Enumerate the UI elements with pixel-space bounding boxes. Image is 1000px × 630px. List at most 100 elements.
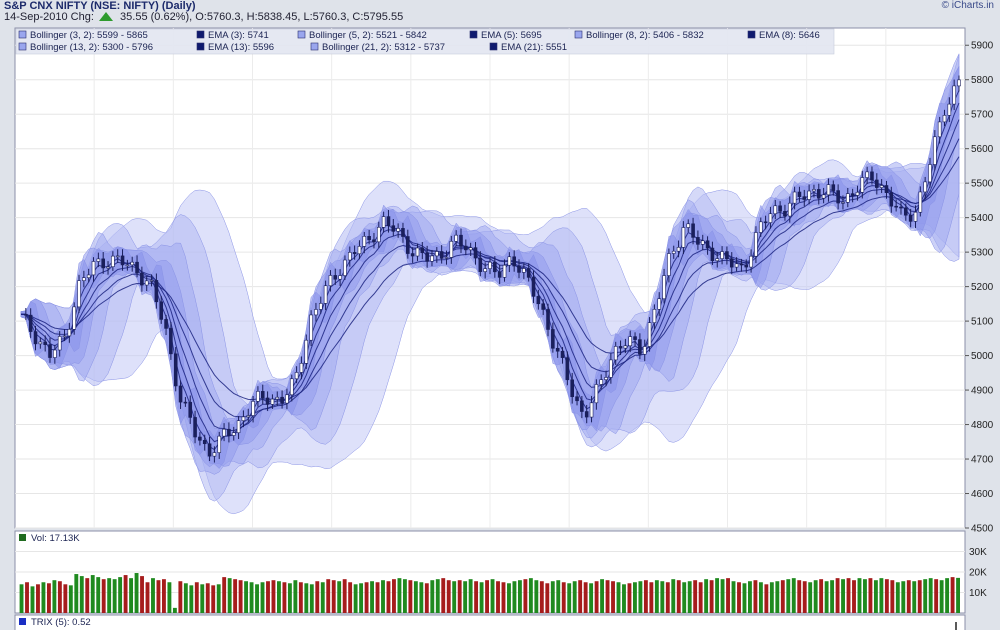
- volume-bar: [895, 582, 900, 613]
- volume-bar: [797, 580, 802, 613]
- candle-body: [633, 336, 637, 340]
- candle-body: [231, 432, 236, 436]
- volume-bar: [419, 582, 424, 613]
- volume-bar: [852, 580, 856, 613]
- volume-bar: [30, 586, 35, 613]
- volume-bar: [348, 582, 353, 613]
- volume-bar: [507, 583, 511, 613]
- candle-body: [671, 250, 676, 254]
- volume-grid: [15, 551, 965, 593]
- candle-body: [212, 452, 217, 457]
- candle-body: [947, 103, 952, 116]
- candle-body: [797, 191, 802, 197]
- candle-body: [217, 435, 222, 453]
- candle-body: [889, 192, 894, 207]
- price-tick-label: 4700: [971, 455, 994, 466]
- volume-bar: [211, 585, 216, 613]
- candle-body: [628, 336, 633, 347]
- candle-body: [251, 401, 255, 416]
- volume-bar: [786, 579, 791, 613]
- candle-body: [48, 344, 52, 358]
- legend-entry: Bollinger (5, 2): 5521 - 5842: [309, 30, 427, 41]
- volume-bar: [841, 579, 845, 613]
- candle-body: [952, 85, 956, 105]
- volume-bar: [463, 581, 468, 613]
- candle-body: [497, 271, 502, 278]
- volume-label: Vol: 17.13K: [31, 533, 80, 544]
- volume-bar: [671, 579, 676, 613]
- volume-bar: [304, 583, 309, 613]
- volume-bar: [578, 580, 583, 613]
- candle-body: [638, 339, 642, 355]
- volume-bar: [167, 582, 172, 613]
- volume-bar: [611, 581, 615, 613]
- candle-body: [82, 277, 86, 281]
- chart-title: S&P CNX NIFTY (NSE: NIFTY) (Daily): [4, 0, 196, 12]
- candle-body: [899, 206, 903, 209]
- candle-body: [473, 247, 478, 259]
- volume-bar: [917, 580, 922, 613]
- volume-bar: [222, 577, 227, 613]
- volume-bar: [233, 579, 238, 613]
- price-legend: Bollinger (3, 2): 5599 - 5865 EMA (3): 57…: [15, 28, 835, 55]
- price-tick-label: 5100: [971, 317, 994, 328]
- volume-bar: [775, 581, 780, 613]
- volume-bar: [151, 578, 155, 613]
- volume-bar: [928, 578, 933, 613]
- trix-label: TRIX (5): 0.52: [31, 617, 91, 628]
- volume-bar: [161, 579, 166, 613]
- bollinger-legend-swatch: [310, 42, 319, 51]
- volume-bar: [96, 577, 101, 613]
- price-tick-label: 5900: [971, 41, 994, 52]
- candle-body: [875, 179, 879, 188]
- candle-body: [734, 263, 739, 268]
- candle-body: [309, 314, 313, 341]
- candle-body: [376, 227, 381, 243]
- price-tick-label: 5600: [971, 144, 994, 155]
- ema-line-13: [20, 138, 960, 418]
- volume-bar: [556, 580, 561, 613]
- candle-body: [430, 255, 434, 262]
- candle-body: [318, 303, 323, 310]
- candle-body: [285, 394, 289, 404]
- candle-body: [493, 261, 497, 273]
- volume-bar: [682, 582, 687, 613]
- price-tick-label: 5400: [971, 213, 994, 224]
- volume-bar: [545, 583, 550, 613]
- candle-body: [193, 417, 197, 438]
- legend-entry: EMA (21): 5551: [501, 42, 567, 53]
- volume-bar: [331, 580, 336, 613]
- candle-body: [812, 189, 816, 192]
- candle-body: [725, 251, 729, 260]
- candle-body: [173, 353, 178, 387]
- candle-body: [618, 346, 623, 349]
- volume-bar: [901, 581, 906, 613]
- candle-body: [72, 306, 76, 330]
- candle-body: [807, 190, 811, 200]
- volume-bar: [649, 582, 654, 613]
- bollinger-legend-swatch: [574, 30, 583, 39]
- volume-bar: [68, 585, 73, 613]
- price-tick-label: 5000: [971, 351, 994, 362]
- volume-bar: [780, 580, 785, 613]
- volume-bar: [868, 578, 873, 613]
- volume-bar: [293, 580, 298, 613]
- volume-bar: [468, 579, 473, 613]
- candle-body: [744, 264, 749, 268]
- candle-body: [792, 191, 797, 204]
- candle-body: [773, 205, 778, 215]
- volume-bar: [517, 580, 522, 613]
- volume-bar: [123, 575, 128, 613]
- candle-body: [406, 236, 410, 254]
- volume-bar: [819, 579, 824, 613]
- candle-body: [667, 253, 671, 276]
- volume-bar: [643, 580, 648, 613]
- candle-body: [202, 440, 207, 445]
- candle-body: [720, 251, 724, 259]
- price-tick-label: 5500: [971, 179, 994, 190]
- candle-body: [57, 336, 62, 351]
- candle-body: [323, 285, 328, 304]
- volume-bar: [758, 582, 763, 613]
- volume-bar: [956, 577, 960, 613]
- candle-body: [957, 79, 961, 87]
